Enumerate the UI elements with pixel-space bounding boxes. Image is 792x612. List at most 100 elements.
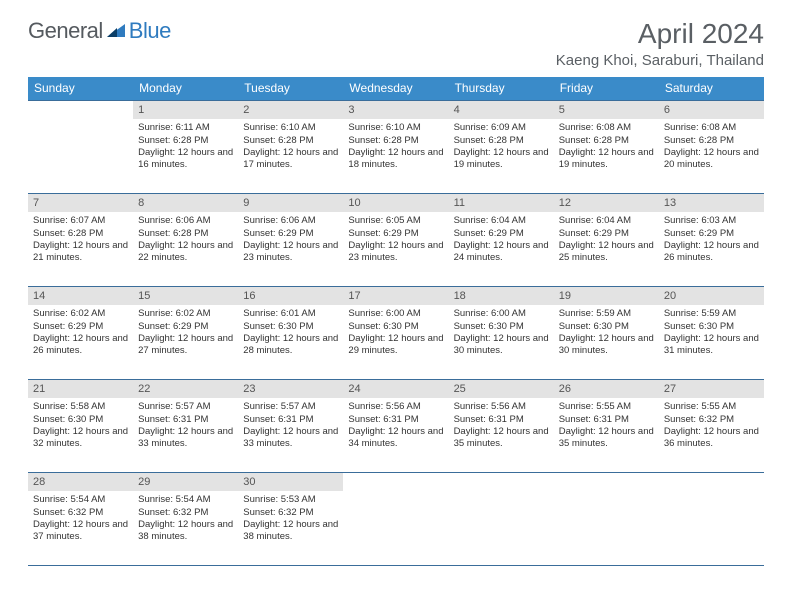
day-content: Sunrise: 5:58 AMSunset: 6:30 PMDaylight:… [28,398,133,454]
sunrise-line: Sunrise: 6:08 AM [559,122,654,134]
sunset-line: Sunset: 6:31 PM [243,414,338,426]
day-number: 26 [554,380,659,398]
daylight-line: Daylight: 12 hours and 35 minutes. [559,426,654,451]
day-number: 27 [659,380,764,398]
daylight-line: Daylight: 12 hours and 19 minutes. [454,147,549,172]
calendar-cell: 23Sunrise: 5:57 AMSunset: 6:31 PMDayligh… [238,380,343,473]
day-content: Sunrise: 6:02 AMSunset: 6:29 PMDaylight:… [28,305,133,361]
sunrise-line: Sunrise: 5:59 AM [559,308,654,320]
calendar-cell: 20Sunrise: 5:59 AMSunset: 6:30 PMDayligh… [659,287,764,380]
sunrise-line: Sunrise: 6:06 AM [138,215,233,227]
day-content: Sunrise: 5:55 AMSunset: 6:32 PMDaylight:… [659,398,764,454]
sunset-line: Sunset: 6:28 PM [138,228,233,240]
calendar-cell: 8Sunrise: 6:06 AMSunset: 6:28 PMDaylight… [133,194,238,287]
day-number: 22 [133,380,238,398]
location-text: Kaeng Khoi, Saraburi, Thailand [556,52,764,69]
day-content: Sunrise: 5:53 AMSunset: 6:32 PMDaylight:… [238,491,343,547]
sunset-line: Sunset: 6:30 PM [559,321,654,333]
sunrise-line: Sunrise: 5:54 AM [138,494,233,506]
day-number: 6 [659,101,764,119]
sunset-line: Sunset: 6:28 PM [559,135,654,147]
daylight-line: Daylight: 12 hours and 25 minutes. [559,240,654,265]
calendar-cell: 13Sunrise: 6:03 AMSunset: 6:29 PMDayligh… [659,194,764,287]
day-number: 11 [449,194,554,212]
sunset-line: Sunset: 6:30 PM [664,321,759,333]
day-content: Sunrise: 6:02 AMSunset: 6:29 PMDaylight:… [133,305,238,361]
calendar-cell: 26Sunrise: 5:55 AMSunset: 6:31 PMDayligh… [554,380,659,473]
day-number: 30 [238,473,343,491]
sunset-line: Sunset: 6:30 PM [243,321,338,333]
daylight-line: Daylight: 12 hours and 33 minutes. [138,426,233,451]
sunset-line: Sunset: 6:31 PM [559,414,654,426]
day-content: Sunrise: 6:06 AMSunset: 6:28 PMDaylight:… [133,212,238,268]
sunrise-line: Sunrise: 6:00 AM [454,308,549,320]
day-number: 16 [238,287,343,305]
weekday-header: Thursday [449,77,554,101]
day-content: Sunrise: 5:54 AMSunset: 6:32 PMDaylight:… [133,491,238,547]
logo: General Blue [28,18,171,44]
sunrise-line: Sunrise: 5:55 AM [664,401,759,413]
sunrise-line: Sunrise: 5:56 AM [454,401,549,413]
daylight-line: Daylight: 12 hours and 36 minutes. [664,426,759,451]
daylight-line: Daylight: 12 hours and 17 minutes. [243,147,338,172]
daylight-line: Daylight: 12 hours and 30 minutes. [559,333,654,358]
sunset-line: Sunset: 6:32 PM [243,507,338,519]
sunset-line: Sunset: 6:31 PM [138,414,233,426]
day-number: 10 [343,194,448,212]
calendar-cell: 11Sunrise: 6:04 AMSunset: 6:29 PMDayligh… [449,194,554,287]
daylight-line: Daylight: 12 hours and 37 minutes. [33,519,128,544]
daylight-line: Daylight: 12 hours and 28 minutes. [243,333,338,358]
day-content: Sunrise: 5:54 AMSunset: 6:32 PMDaylight:… [28,491,133,547]
day-number: 18 [449,287,554,305]
day-content: Sunrise: 6:11 AMSunset: 6:28 PMDaylight:… [133,119,238,175]
day-number: 17 [343,287,448,305]
day-number: 24 [343,380,448,398]
day-content: Sunrise: 5:59 AMSunset: 6:30 PMDaylight:… [554,305,659,361]
day-content: Sunrise: 6:09 AMSunset: 6:28 PMDaylight:… [449,119,554,175]
daylight-line: Daylight: 12 hours and 16 minutes. [138,147,233,172]
calendar-cell: 6Sunrise: 6:08 AMSunset: 6:28 PMDaylight… [659,101,764,194]
daylight-line: Daylight: 12 hours and 18 minutes. [348,147,443,172]
day-content: Sunrise: 5:57 AMSunset: 6:31 PMDaylight:… [133,398,238,454]
sunset-line: Sunset: 6:28 PM [138,135,233,147]
day-number: 15 [133,287,238,305]
sunset-line: Sunset: 6:32 PM [33,507,128,519]
day-content: Sunrise: 6:00 AMSunset: 6:30 PMDaylight:… [343,305,448,361]
calendar-cell: 28Sunrise: 5:54 AMSunset: 6:32 PMDayligh… [28,473,133,566]
weekday-header: Sunday [28,77,133,101]
calendar-cell: 30Sunrise: 5:53 AMSunset: 6:32 PMDayligh… [238,473,343,566]
daylight-line: Daylight: 12 hours and 34 minutes. [348,426,443,451]
sunrise-line: Sunrise: 6:00 AM [348,308,443,320]
daylight-line: Daylight: 12 hours and 38 minutes. [138,519,233,544]
sunrise-line: Sunrise: 5:58 AM [33,401,128,413]
day-number: 3 [343,101,448,119]
calendar-cell [343,473,448,566]
calendar-cell: 24Sunrise: 5:56 AMSunset: 6:31 PMDayligh… [343,380,448,473]
day-number: 5 [554,101,659,119]
calendar-cell: 29Sunrise: 5:54 AMSunset: 6:32 PMDayligh… [133,473,238,566]
calendar-cell: 19Sunrise: 5:59 AMSunset: 6:30 PMDayligh… [554,287,659,380]
sunset-line: Sunset: 6:30 PM [33,414,128,426]
calendar-cell: 9Sunrise: 6:06 AMSunset: 6:29 PMDaylight… [238,194,343,287]
calendar-cell: 25Sunrise: 5:56 AMSunset: 6:31 PMDayligh… [449,380,554,473]
sunrise-line: Sunrise: 6:07 AM [33,215,128,227]
day-number: 21 [28,380,133,398]
sunrise-line: Sunrise: 6:02 AM [138,308,233,320]
sunset-line: Sunset: 6:31 PM [348,414,443,426]
page-title: April 2024 [556,18,764,50]
sunrise-line: Sunrise: 5:53 AM [243,494,338,506]
day-content: Sunrise: 5:59 AMSunset: 6:30 PMDaylight:… [659,305,764,361]
daylight-line: Daylight: 12 hours and 20 minutes. [664,147,759,172]
daylight-line: Daylight: 12 hours and 24 minutes. [454,240,549,265]
sunset-line: Sunset: 6:29 PM [559,228,654,240]
calendar-cell: 2Sunrise: 6:10 AMSunset: 6:28 PMDaylight… [238,101,343,194]
day-content: Sunrise: 6:03 AMSunset: 6:29 PMDaylight:… [659,212,764,268]
calendar-cell: 27Sunrise: 5:55 AMSunset: 6:32 PMDayligh… [659,380,764,473]
day-number: 12 [554,194,659,212]
weekday-header: Saturday [659,77,764,101]
sunset-line: Sunset: 6:29 PM [243,228,338,240]
day-number: 25 [449,380,554,398]
sunset-line: Sunset: 6:28 PM [454,135,549,147]
daylight-line: Daylight: 12 hours and 31 minutes. [664,333,759,358]
sunset-line: Sunset: 6:29 PM [348,228,443,240]
